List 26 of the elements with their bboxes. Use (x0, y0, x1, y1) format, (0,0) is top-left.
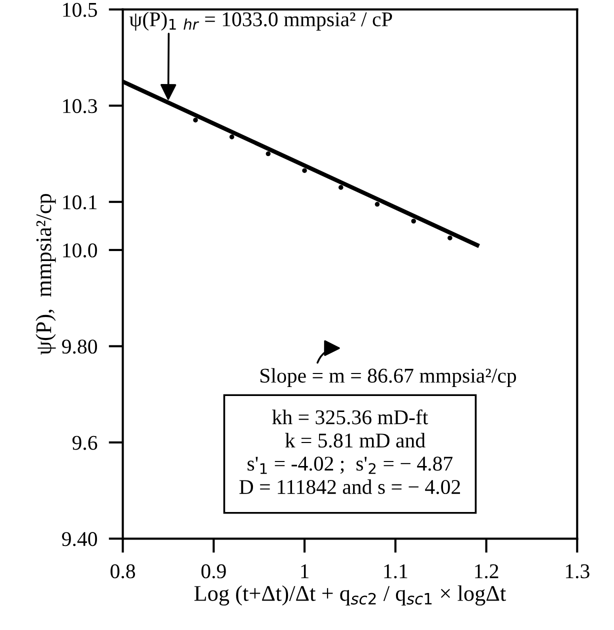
x-axis-title: Log (t+Δt)/Δt + q$_{sc2}$ / q$_{sc1}$ × logΔt (194, 585, 506, 606)
x-tick-label: 1.3 (566, 564, 590, 578)
annotation: ψ(P)$_{1 hr}$ = 1033.0 mmpsia² / cP (129, 12, 392, 31)
x-tick-label: 1 (301, 564, 308, 578)
point (302, 168, 307, 174)
point (411, 218, 416, 224)
y-axis-title: ψ(P), mmpsia²/cp (36, 194, 56, 355)
y-tick-label: 10.5 (63, 2, 97, 17)
point (266, 151, 271, 156)
annotation: Slope = m = 86.67 mmpsia²/cp (260, 368, 516, 387)
x-tick-label: 0.8 (110, 564, 136, 578)
text: kh = 325.36 mD-ft k = 5.81 mD and s'$_{1}$ = -4.02 ; s'$_{2}$ = − 4.87 D = 111842 and s = − 4.02 (239, 409, 460, 494)
point (229, 134, 234, 140)
point (374, 202, 380, 207)
x-tick-label: 1.1 (384, 564, 408, 578)
point (338, 185, 344, 190)
y-tick-label: 9.80 (62, 340, 98, 354)
y-tick-label: 10.3 (63, 99, 97, 114)
point (193, 118, 198, 122)
x-tick-label: 1.2 (475, 564, 498, 578)
y-tick-label: 9.6 (72, 436, 98, 450)
x-tick-label: 0.9 (201, 564, 226, 578)
point (448, 236, 452, 240)
y-tick-label: 9.40 (62, 532, 98, 546)
y-tick-label: 10.0 (63, 243, 98, 258)
y-tick-label: 10.1 (63, 195, 97, 210)
